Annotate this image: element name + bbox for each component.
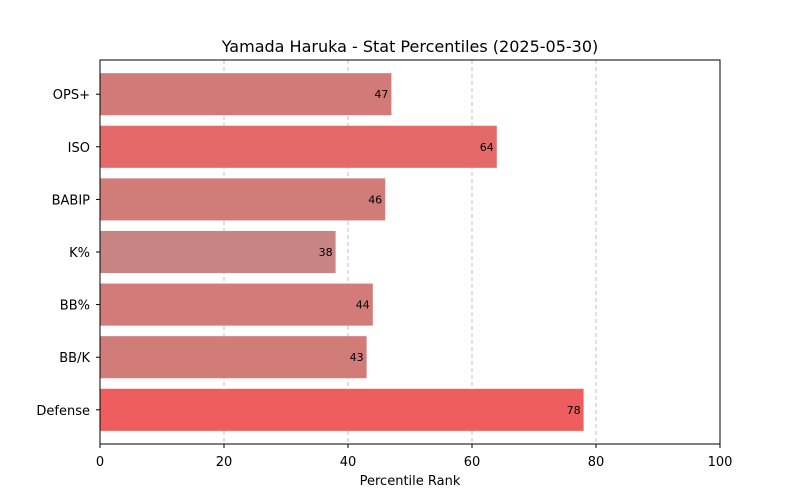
data-label: 47 (374, 88, 388, 101)
y-tick-label: OPS+ (53, 88, 90, 103)
x-axis-ticks: 0 20 40 60 80 100 (96, 444, 733, 470)
data-label: 46 (368, 193, 382, 206)
chart-title: Yamada Haruka - Stat Percentiles (2025-0… (221, 37, 599, 56)
bar-ops (100, 73, 392, 116)
data-label: 64 (480, 141, 494, 154)
x-tick-label: 80 (588, 455, 605, 470)
bar-defense (100, 388, 584, 431)
x-tick-label: 40 (340, 455, 357, 470)
bar-iso (100, 125, 497, 168)
bar-bb (100, 283, 373, 326)
bar-babip (100, 178, 386, 221)
data-label: 78 (567, 404, 581, 417)
y-tick-label: BB/K (59, 351, 90, 366)
x-tick-label: 60 (464, 455, 481, 470)
bars (100, 73, 584, 431)
x-tick-label: 20 (216, 455, 233, 470)
x-tick-label: 100 (708, 455, 733, 470)
y-tick-label: Defense (36, 404, 90, 419)
y-axis-ticks: OPS+ ISO BABIP K% BB% BB/K Defense (36, 88, 100, 419)
y-tick-label: ISO (68, 141, 90, 156)
y-tick-label: BABIP (52, 193, 91, 208)
x-tick-label: 0 (96, 455, 104, 470)
bar-bb-k (100, 336, 367, 379)
bar-k (100, 230, 336, 274)
y-tick-label: K% (69, 246, 90, 261)
y-tick-label: BB% (60, 299, 90, 314)
data-label: 43 (350, 351, 364, 364)
data-label: 38 (319, 246, 333, 259)
data-label: 44 (356, 299, 370, 312)
data-labels: 47 64 46 38 44 43 78 (319, 88, 581, 417)
x-axis-label: Percentile Rank (360, 474, 461, 489)
